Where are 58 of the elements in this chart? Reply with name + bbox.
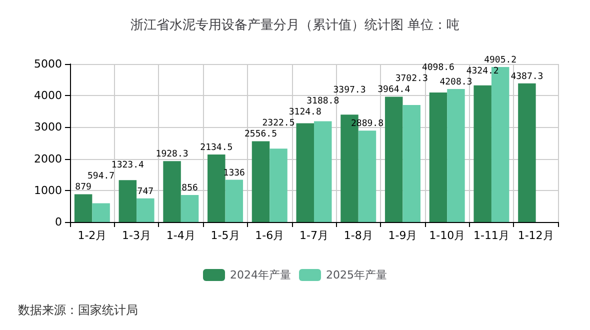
bar xyxy=(296,123,314,222)
bar xyxy=(163,161,181,222)
chart-title: 浙江省水泥专用设备产量分月（累计值）统计图 单位：吨 xyxy=(130,18,460,33)
bar xyxy=(136,198,154,222)
bar xyxy=(225,180,244,222)
source-note: 数据来源：国家统计局 xyxy=(18,303,138,317)
data-label: 3188.8 xyxy=(306,96,340,107)
bar xyxy=(118,180,137,222)
data-label: 1928.3 xyxy=(156,150,188,160)
data-label: 4208.3 xyxy=(440,78,472,88)
x-tick-label: 1-6月 xyxy=(255,229,284,242)
bar xyxy=(74,194,92,222)
data-label: 2134.5 xyxy=(200,143,233,154)
bar xyxy=(270,148,288,222)
x-tick-label: 1-2月 xyxy=(78,229,107,242)
data-label: 3702.3 xyxy=(395,74,428,84)
x-tick-label: 1-9月 xyxy=(388,229,418,242)
data-label: 3124.8 xyxy=(288,108,322,118)
x-tick-label: 1-12月 xyxy=(518,229,554,242)
x-tick-label: 1-11月 xyxy=(473,229,510,242)
x-tick-label: 1-7月 xyxy=(300,229,328,242)
x-tick-label: 1-4月 xyxy=(166,229,196,242)
x-tick-label: 1-10月 xyxy=(429,229,466,242)
data-label: 856 xyxy=(182,183,198,194)
data-label: 2556.5 xyxy=(244,130,278,140)
legend-label: 2024年产量 xyxy=(230,268,292,282)
x-tick-label: 1-3月 xyxy=(122,229,152,242)
bar xyxy=(402,105,420,222)
data-label: 2322.5 xyxy=(262,118,295,129)
y-tick-label: 5000 xyxy=(34,58,62,70)
bar xyxy=(429,92,448,222)
y-tick-label: 2000 xyxy=(34,152,62,166)
y-tick-label: 4000 xyxy=(34,89,62,102)
legend-label: 2025年产量 xyxy=(326,268,387,282)
data-label: 4098.6 xyxy=(422,63,454,74)
y-tick-label: 3000 xyxy=(34,120,62,134)
data-label: 879 xyxy=(75,182,92,193)
bar xyxy=(208,154,226,222)
x-tick-label: 1-8月 xyxy=(344,229,373,242)
bar xyxy=(474,85,492,222)
bar xyxy=(518,83,536,222)
data-label: 1323.4 xyxy=(111,160,144,171)
bar xyxy=(447,89,465,222)
bar xyxy=(252,141,270,222)
bar xyxy=(358,130,376,222)
bar xyxy=(314,121,332,222)
data-label: 594.7 xyxy=(88,172,115,182)
data-label: 4387.3 xyxy=(510,72,544,82)
bar xyxy=(180,194,199,222)
y-tick-label: 0 xyxy=(55,216,62,228)
data-label: 3964.4 xyxy=(378,85,410,96)
data-label: 4905.2 xyxy=(484,55,517,66)
x-tick-label: 1-5月 xyxy=(210,229,240,242)
bar xyxy=(92,203,110,222)
bar xyxy=(384,96,403,222)
data-label: 747 xyxy=(137,186,154,197)
data-label: 3397.3 xyxy=(333,86,366,96)
y-tick-label: 1000 xyxy=(34,184,62,197)
